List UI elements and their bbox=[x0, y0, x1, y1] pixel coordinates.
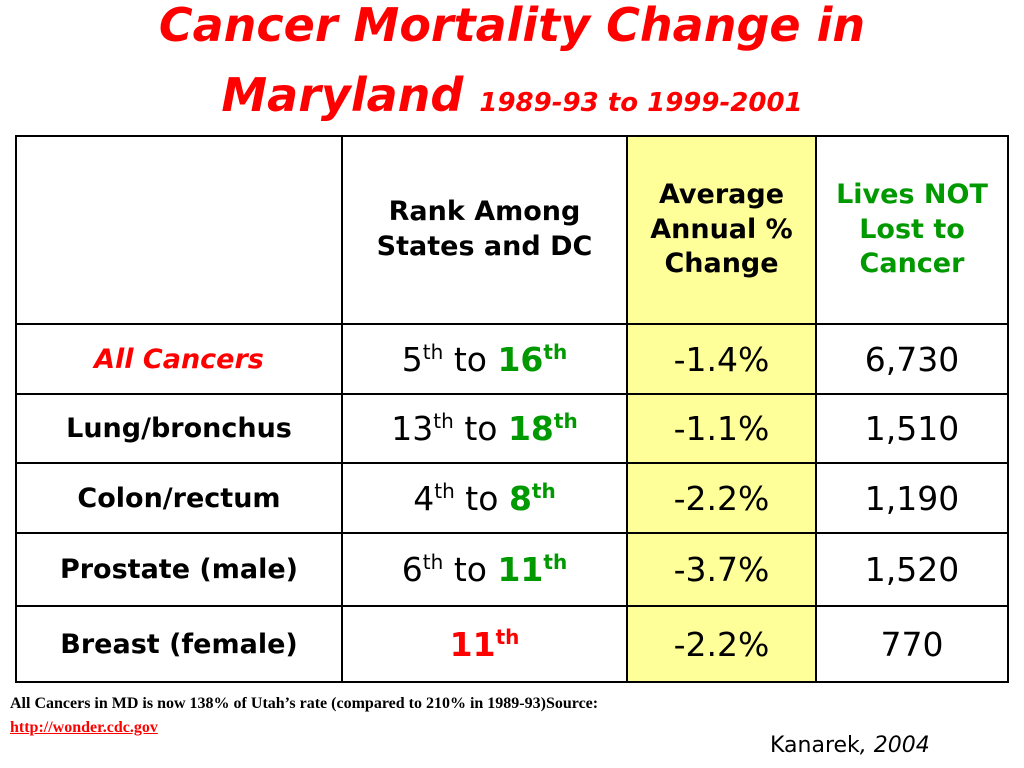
rank-cell: 4th to 8th bbox=[341, 462, 628, 534]
title-line-1: Cancer Mortality Change in bbox=[158, 0, 866, 52]
header-lives: Lives NOT Lost to Cancer bbox=[815, 135, 1009, 325]
rank-cell: 13th to 18th bbox=[341, 393, 628, 464]
lives-cell: 1,510 bbox=[815, 393, 1009, 464]
rank-to: to bbox=[464, 409, 498, 448]
credit-author: Kanarek bbox=[770, 733, 860, 758]
change-cell: -2.2% bbox=[626, 462, 817, 534]
title-state: Maryland bbox=[221, 68, 464, 122]
row-label: Breast (female) bbox=[15, 605, 343, 683]
rank-new-value: 11 bbox=[497, 550, 544, 589]
table-row: Breast (female) 11th -2.2% 770 bbox=[15, 605, 1009, 683]
rank-old: 6 bbox=[401, 550, 423, 589]
title-line-2: Maryland 1989-93 to 1999-2001 bbox=[0, 72, 1024, 118]
rank-old: 13 bbox=[391, 409, 434, 448]
table-row: Colon/rectum 4th to 8th -2.2% 1,190 bbox=[15, 462, 1009, 534]
rank-new-suffix: th bbox=[543, 550, 568, 574]
mortality-table: Rank Among States and DC Average Annual … bbox=[15, 135, 1009, 683]
rank-old: 4 bbox=[413, 478, 435, 518]
header-lives-label: Lives NOT Lost to Cancer bbox=[836, 179, 988, 280]
rank-cell: 6th to 11th bbox=[341, 532, 628, 607]
rank-new: 16th bbox=[497, 340, 567, 379]
rank-to: to bbox=[453, 550, 487, 589]
rank-new-value: 8 bbox=[508, 478, 532, 518]
author-credit: Kanarek, 2004 bbox=[770, 733, 930, 758]
rank-new: 8th bbox=[509, 479, 556, 518]
rank-new-suffix: th bbox=[553, 409, 578, 433]
header-rank-label: Rank Among States and DC bbox=[376, 196, 593, 262]
header-rank: Rank Among States and DC bbox=[341, 135, 628, 325]
rank-new-suffix: th bbox=[543, 339, 568, 364]
row-label: Lung/bronchus bbox=[15, 393, 343, 464]
change-cell: -2.2% bbox=[626, 605, 817, 683]
lives-cell: 1,190 bbox=[815, 462, 1009, 534]
header-change: Average Annual % Change bbox=[626, 135, 817, 325]
title-period: 1989-93 to 1999-2001 bbox=[479, 88, 803, 118]
rank-new: 18th bbox=[508, 409, 578, 448]
rank-single-suffix: th bbox=[495, 624, 520, 649]
header-change-label: Average Annual % Change bbox=[650, 179, 793, 280]
rank-new-value: 18 bbox=[507, 409, 554, 448]
table-header-row: Rank Among States and DC Average Annual … bbox=[15, 135, 1009, 325]
table-row: Lung/bronchus 13th to 18th -1.1% 1,510 bbox=[15, 393, 1009, 464]
lives-cell: 1,520 bbox=[815, 532, 1009, 607]
row-label: Colon/rectum bbox=[15, 462, 343, 534]
rank-to: to bbox=[465, 478, 499, 518]
row-label: Prostate (male) bbox=[15, 532, 343, 607]
change-cell: -1.4% bbox=[626, 323, 817, 395]
rank-new: 11th bbox=[497, 550, 567, 589]
rank-old: 5 bbox=[401, 339, 423, 379]
change-cell: -3.7% bbox=[626, 532, 817, 607]
table-row: All Cancers 5th to 16th -1.4% 6,730 bbox=[15, 323, 1009, 395]
rank-old-suffix: th bbox=[422, 550, 444, 574]
rank-to: to bbox=[453, 339, 487, 379]
table-row: Prostate (male) 6th to 11th -3.7% 1,520 bbox=[15, 532, 1009, 607]
footnote: All Cancers in MD is now 138% of Utah’s … bbox=[10, 692, 598, 740]
rank-old-suffix: th bbox=[422, 339, 444, 364]
rank-new-value: 16 bbox=[497, 339, 544, 379]
footnote-text: All Cancers in MD is now 138% of Utah’s … bbox=[10, 695, 599, 712]
rank-old-suffix: th bbox=[434, 478, 455, 503]
rank-single: 11th bbox=[450, 625, 520, 664]
header-blank-cell bbox=[15, 135, 343, 325]
row-label: All Cancers bbox=[15, 323, 343, 395]
rank-cell: 5th to 16th bbox=[341, 323, 628, 395]
lives-cell: 770 bbox=[815, 605, 1009, 683]
source-link[interactable]: http://wonder.cdc.gov bbox=[10, 719, 158, 736]
rank-single-value: 11 bbox=[449, 624, 496, 664]
lives-cell: 6,730 bbox=[815, 323, 1009, 395]
rank-new-suffix: th bbox=[531, 478, 556, 503]
change-cell: -1.1% bbox=[626, 393, 817, 464]
credit-year: , 2004 bbox=[859, 733, 930, 758]
rank-cell: 11th bbox=[341, 605, 628, 683]
rank-old-suffix: th bbox=[433, 409, 454, 433]
